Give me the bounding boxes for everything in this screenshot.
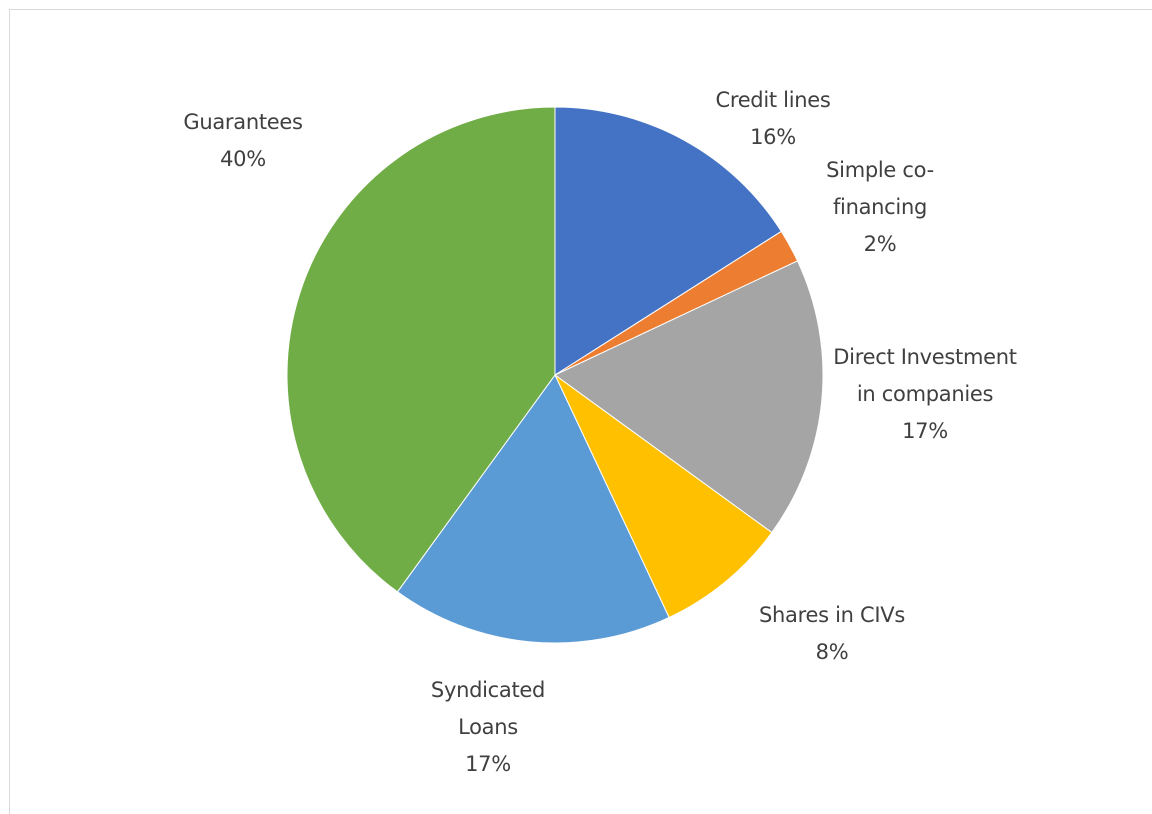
slice-name: Syndicated Loans: [430, 678, 546, 739]
data-label: Shares in CIVs 8%: [732, 597, 932, 671]
slice-name: Shares in CIVs: [759, 603, 905, 627]
slice-value: 16%: [750, 125, 796, 149]
pie-slice: [286, 106, 556, 593]
pie: [286, 106, 824, 644]
slice-value: 8%: [815, 640, 849, 664]
data-label: Syndicated Loans 17%: [413, 672, 563, 783]
data-label: Credit lines 16%: [673, 82, 873, 156]
slice-name: Simple co-financing: [826, 158, 934, 219]
slice-name: Guarantees: [183, 110, 303, 134]
chart-frame: [9, 9, 1152, 814]
slice-name: Direct Investment in companies: [833, 345, 1017, 406]
pie-slice: [396, 374, 670, 644]
pie-slice: [554, 374, 773, 619]
pie-slice: [554, 106, 782, 376]
slice-value: 2%: [863, 232, 897, 256]
pie-slice: [554, 260, 824, 534]
data-label: Guarantees 40%: [143, 104, 343, 178]
data-label: Direct Investment in companies 17%: [833, 339, 1018, 450]
slice-value: 17%: [902, 419, 948, 443]
data-label: Simple co-financing 2%: [810, 152, 950, 263]
slice-name: Credit lines: [715, 88, 831, 112]
slice-value: 17%: [465, 752, 511, 776]
slice-value: 40%: [220, 147, 266, 171]
